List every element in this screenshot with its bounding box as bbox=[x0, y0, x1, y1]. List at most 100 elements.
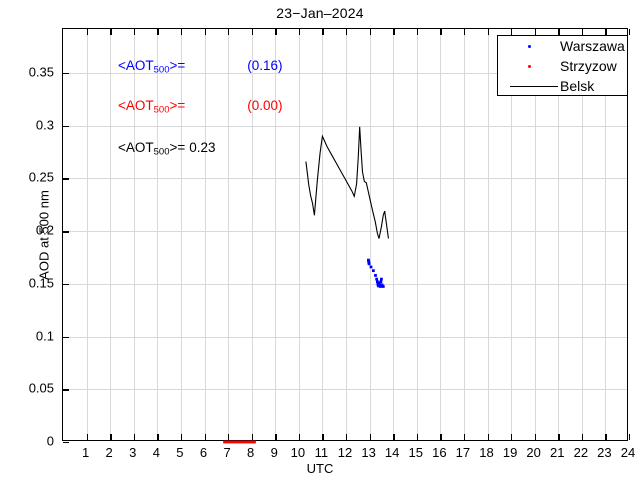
x-tick-label: 17 bbox=[455, 445, 471, 460]
data-series-layer bbox=[223, 126, 389, 444]
x-tick-label: 7 bbox=[223, 445, 231, 460]
x-tick-label: 10 bbox=[290, 445, 306, 460]
x-tick-label: 9 bbox=[270, 445, 278, 460]
legend-marker-dot-icon bbox=[528, 65, 531, 68]
data-point bbox=[232, 440, 236, 444]
x-gridline bbox=[416, 29, 418, 440]
x-tick-mark bbox=[180, 434, 183, 440]
x-tick-mark-top bbox=[581, 29, 584, 35]
warszawa-mean-value: (0.16) bbox=[247, 58, 283, 73]
x-tick-label: 15 bbox=[408, 445, 423, 460]
warszawa-mean-annotation: <AOT500>= (0.16) bbox=[118, 58, 283, 76]
data-point bbox=[379, 280, 383, 284]
x-gridline bbox=[228, 29, 230, 440]
y-tick-mark bbox=[63, 442, 69, 444]
x-tick-label: 1 bbox=[81, 445, 90, 460]
data-point bbox=[223, 440, 226, 444]
y-tick-label: 0.35 bbox=[28, 64, 54, 80]
y-tick-mark bbox=[63, 389, 69, 391]
x-tick-mark-top bbox=[346, 29, 348, 35]
legend-item-belsk[interactable]: Belsk bbox=[498, 77, 629, 97]
x-tick-label: 14 bbox=[384, 445, 400, 460]
x-tick-mark-top bbox=[393, 29, 395, 35]
x-tick-mark-top bbox=[133, 29, 136, 35]
x-gridline bbox=[180, 29, 182, 440]
warszawa-mean-label: <AOT500>= bbox=[118, 58, 186, 76]
legend-item-warszawa[interactable]: Warszawa bbox=[498, 37, 629, 57]
x-tick-mark bbox=[511, 434, 513, 440]
data-point bbox=[242, 440, 245, 444]
subscript-500: 500 bbox=[153, 64, 170, 76]
x-gridline bbox=[204, 29, 206, 440]
legend-label: Warszawa bbox=[560, 38, 625, 54]
data-point bbox=[251, 440, 255, 444]
x-tick-label: 2 bbox=[105, 445, 113, 460]
x-tick-mark bbox=[228, 434, 230, 440]
x-tick-mark bbox=[487, 434, 489, 440]
subscript-500: 500 bbox=[153, 146, 170, 158]
x-tick-mark-top bbox=[558, 29, 560, 35]
strzyzow-mean-annotation: <AOT500>= (0.00) bbox=[118, 98, 283, 116]
data-point bbox=[225, 440, 229, 444]
x-tick-mark-top bbox=[157, 29, 159, 35]
x-tick-mark-top bbox=[440, 29, 442, 35]
x-gridline bbox=[322, 29, 324, 440]
x-tick-mark bbox=[581, 434, 584, 440]
x-tick-mark-top bbox=[487, 29, 489, 35]
x-tick-mark-top bbox=[110, 29, 112, 35]
legend-label: Belsk bbox=[560, 78, 595, 94]
x-gridline bbox=[393, 29, 395, 440]
data-point bbox=[369, 265, 373, 269]
x-tick-mark-top bbox=[534, 29, 537, 35]
subscript-500: 500 bbox=[153, 104, 170, 116]
x-tick-mark-top bbox=[416, 29, 419, 35]
y-tick-label: 0.05 bbox=[28, 380, 54, 396]
legend-marker-line-icon bbox=[510, 86, 558, 88]
plot-area bbox=[62, 28, 631, 444]
y-axis-title-holder: AOD at 500 nm bbox=[16, 28, 52, 441]
data-point bbox=[234, 440, 238, 444]
x-tick-mark bbox=[86, 434, 88, 440]
x-gridline bbox=[369, 29, 371, 440]
legend-item-strzyzow[interactable]: Strzyzow bbox=[498, 57, 629, 77]
x-tick-mark bbox=[157, 434, 159, 440]
belsk-mean-label: <AOT500>= bbox=[118, 140, 186, 158]
x-tick-mark-top bbox=[298, 29, 301, 35]
data-point bbox=[378, 281, 381, 285]
y-tick-label: 0.25 bbox=[28, 169, 54, 185]
y-gridline bbox=[63, 231, 627, 233]
x-gridline bbox=[110, 29, 112, 440]
x-tick-mark bbox=[463, 434, 466, 440]
legend-symbol-line bbox=[504, 77, 558, 97]
x-tick-mark-top bbox=[605, 29, 607, 35]
data-point bbox=[227, 440, 231, 444]
x-tick-mark-top bbox=[228, 29, 230, 35]
y-tick-label: 0.1 bbox=[35, 328, 54, 344]
x-tick-label: 18 bbox=[479, 445, 494, 460]
data-point bbox=[244, 440, 248, 444]
x-gridline bbox=[157, 29, 159, 440]
belsk-mean-annotation: <AOT500>= 0.23 bbox=[118, 140, 216, 158]
strzyzow-mean-value: (0.00) bbox=[247, 98, 283, 113]
x-tick-mark bbox=[133, 434, 136, 440]
y-tick-mark bbox=[63, 125, 69, 128]
legend-symbol-dot bbox=[504, 37, 556, 57]
x-tick-label: 20 bbox=[526, 445, 541, 460]
x-tick-label: 12 bbox=[337, 445, 353, 460]
y-tick-label: 0.15 bbox=[28, 275, 54, 291]
x-gridline bbox=[440, 29, 442, 440]
x-tick-mark bbox=[369, 434, 371, 440]
x-tick-mark bbox=[298, 434, 301, 440]
x-gridline bbox=[581, 29, 583, 440]
x-tick-mark-top bbox=[251, 29, 254, 35]
x-tick-mark-top bbox=[369, 29, 371, 35]
y-tick-mark bbox=[63, 72, 69, 75]
strzyzow-mean-label: <AOT500>= bbox=[118, 98, 186, 116]
y-gridline bbox=[63, 389, 627, 391]
x-tick-label: 23 bbox=[597, 445, 612, 460]
x-tick-mark bbox=[110, 434, 112, 440]
x-axis-title: UTC bbox=[306, 461, 334, 476]
x-tick-mark-top bbox=[629, 29, 631, 35]
